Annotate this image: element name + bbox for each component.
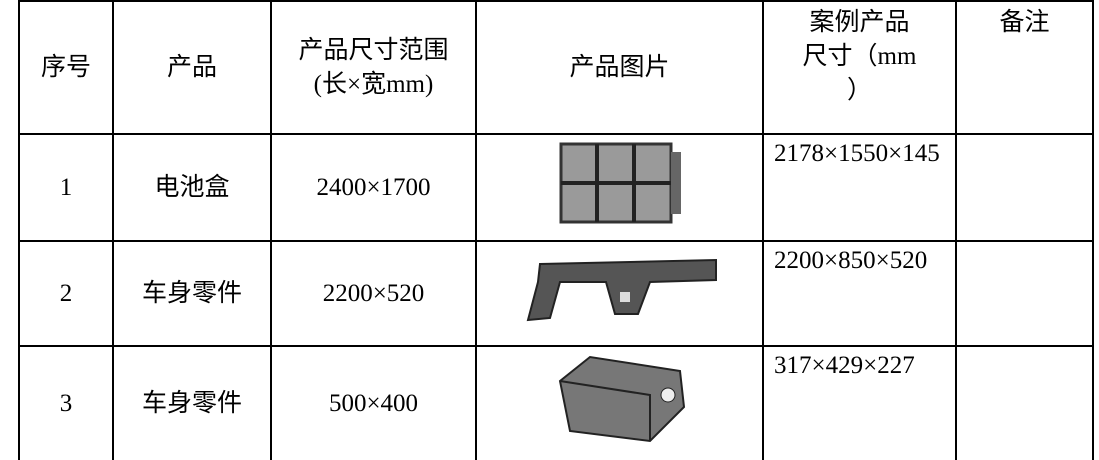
header-text: ） [846, 77, 872, 104]
cell [955, 240, 1094, 347]
cell: 317×429×227 [762, 345, 957, 460]
row: 2 车身零件 2200×520 2200×850×520 [18, 240, 1094, 347]
cell: 1 [18, 133, 114, 242]
cell: 3 [18, 345, 114, 460]
cell: 2400×1700 [270, 133, 477, 242]
product-image [559, 142, 681, 223]
product-image [558, 355, 685, 442]
header-text: 备注 [999, 9, 1050, 36]
header-text: 产品 [166, 53, 217, 81]
row: 3 车身零件 500×400 317×429×227 [18, 345, 1094, 460]
header-cell: 案例产品尺寸（mm ） [762, 0, 957, 135]
header-text: (长×宽mm) [313, 70, 434, 98]
cell: 车身零件 [112, 240, 272, 347]
product-image [526, 258, 717, 321]
header-text: 产品图片 [569, 53, 670, 81]
cell: 电池盒 [112, 133, 272, 242]
cell: 2178×1550×145 [762, 133, 957, 242]
header-cell: 产品 [112, 0, 272, 135]
image-cell [475, 345, 764, 460]
header-text: 产品尺寸范围 [298, 36, 449, 64]
cell: 500×400 [270, 345, 477, 460]
cell: 2 [18, 240, 114, 347]
cell: 2200×520 [270, 240, 477, 347]
header-cell: 备注 [955, 0, 1094, 135]
header-cell: 产品图片 [475, 0, 764, 135]
header-cell: 产品尺寸范围 (长×宽mm) [270, 0, 477, 135]
header-cell: 序号 [18, 0, 114, 135]
image-cell [475, 133, 764, 242]
header-text: 尺寸（mm [802, 43, 917, 70]
cell [955, 133, 1094, 242]
row: 1 电池盒 2400×1700 2178×1550×145 [18, 133, 1094, 242]
image-cell [475, 240, 764, 347]
product-table: 序号 产品 产品尺寸范围 (长×宽mm) 产品图片 案例产品尺寸（mm ） 备注 1… [18, 0, 1094, 460]
header-text: 案例产品 [809, 9, 910, 36]
header-row: 序号 产品 产品尺寸范围 (长×宽mm) 产品图片 案例产品尺寸（mm ） 备注 [18, 0, 1094, 135]
cell: 2200×850×520 [762, 240, 957, 347]
header-text: 序号 [40, 53, 91, 81]
cell: 车身零件 [112, 345, 272, 460]
cell [955, 345, 1094, 460]
